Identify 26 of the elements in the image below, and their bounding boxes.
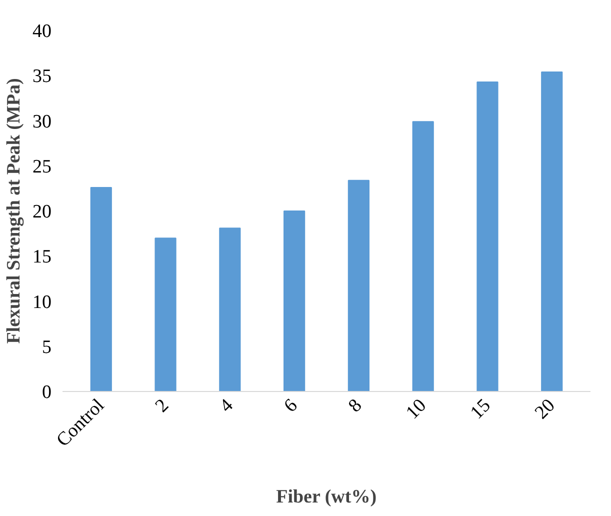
x-tick-label: 8 [344, 395, 366, 417]
y-tick-label: 35 [32, 66, 52, 88]
y-tick-label: 20 [32, 202, 52, 222]
x-tick-label: 15 [466, 395, 495, 424]
y-tick-label: 25 [32, 156, 52, 178]
bar [476, 81, 498, 392]
y-axis-title: Flexural Strength at Peak (MPa) [4, 78, 24, 344]
x-axis-title: Fiber (wt%) [276, 486, 377, 508]
x-tick-label: 2 [151, 395, 173, 417]
bar [541, 72, 563, 392]
bar [154, 238, 176, 392]
y-tick-label: 15 [32, 246, 52, 268]
y-tick-label: 40 [32, 21, 52, 42]
bar [412, 121, 434, 392]
y-tick-label: 0 [42, 382, 52, 403]
y-tick-label: 5 [42, 336, 52, 358]
x-tick-label: 4 [216, 394, 238, 417]
x-tick-label: 10 [402, 395, 431, 424]
bar [219, 228, 241, 392]
bar [90, 187, 112, 392]
x-tick-label: 20 [531, 395, 560, 424]
bar [284, 210, 306, 392]
y-tick-label: 30 [32, 111, 52, 132]
y-tick-label: 10 [32, 292, 52, 313]
x-tick-label: 6 [280, 395, 302, 417]
bar [348, 180, 370, 392]
